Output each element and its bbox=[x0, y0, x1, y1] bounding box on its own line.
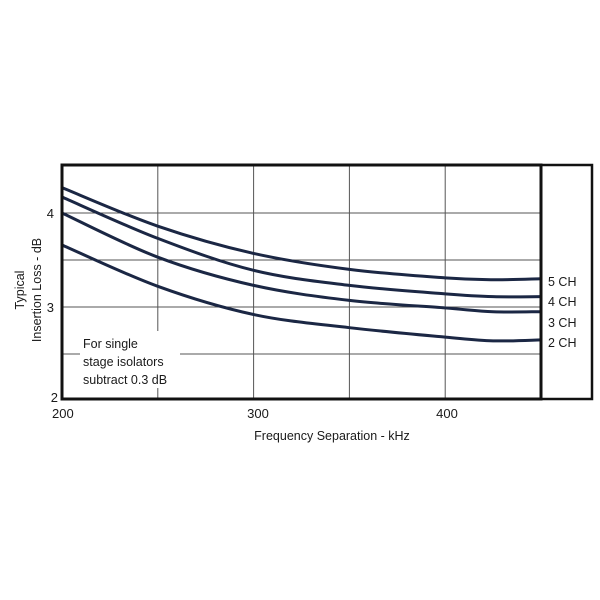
legend-4ch: 4 CH bbox=[548, 295, 576, 309]
x-tick-300: 300 bbox=[247, 406, 269, 421]
y-axis-title-line2: Insertion Loss - dB bbox=[30, 238, 44, 342]
series-lines bbox=[60, 186, 543, 343]
legend-5ch: 5 CH bbox=[548, 275, 576, 289]
y-axis-title-line1: Typical bbox=[13, 271, 27, 310]
series-line-4ch bbox=[60, 195, 543, 299]
note-line-2: stage isolators bbox=[83, 355, 164, 369]
series-line-3ch bbox=[60, 211, 543, 314]
note-line-1: For single bbox=[83, 337, 138, 351]
x-tick-400: 400 bbox=[436, 406, 458, 421]
x-axis-title: Frequency Separation - kHz bbox=[254, 429, 410, 443]
legend-3ch: 3 CH bbox=[548, 316, 576, 330]
annotation-background bbox=[80, 331, 180, 388]
series-line-5ch bbox=[60, 186, 543, 282]
legend-2ch: 2 CH bbox=[548, 336, 576, 350]
legend-panel bbox=[539, 163, 594, 401]
note-line-3: subtract 0.3 dB bbox=[83, 373, 167, 387]
y-tick-3: 3 bbox=[47, 300, 54, 315]
y-tick-2: 2 bbox=[51, 390, 58, 405]
series-line-2ch bbox=[60, 243, 543, 343]
y-tick-4: 4 bbox=[47, 206, 54, 221]
x-tick-200: 200 bbox=[52, 406, 74, 421]
